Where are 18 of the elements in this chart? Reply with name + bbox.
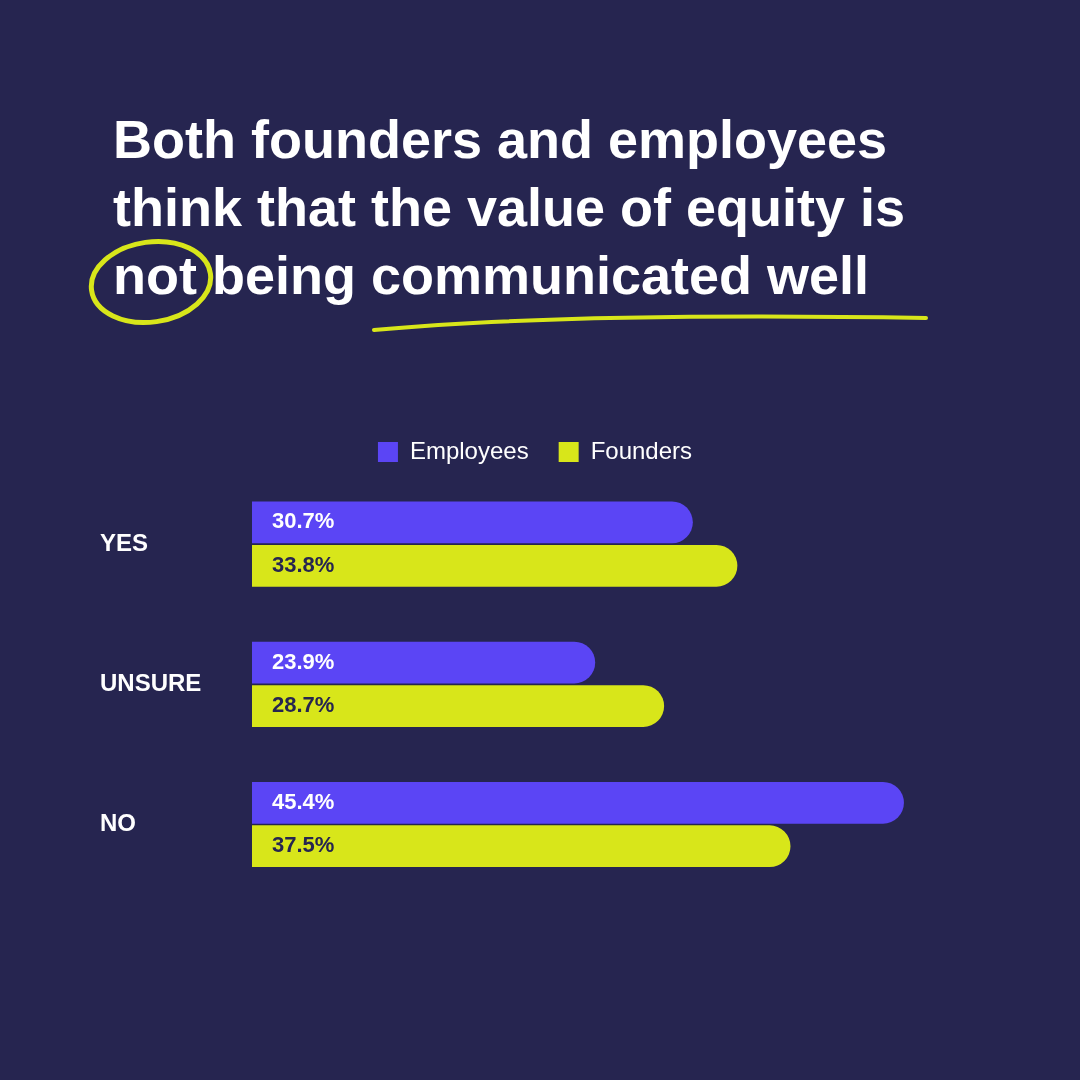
y-tick-label: UNSURE (100, 668, 202, 696)
y-tick-label: NO (100, 809, 136, 837)
bar (252, 641, 596, 684)
bar (252, 544, 738, 587)
y-tick-label: YES (100, 528, 149, 556)
data-label: 30.7% (272, 508, 335, 534)
bar (252, 825, 791, 868)
bar (252, 781, 904, 824)
data-label: 45.4% (272, 788, 335, 814)
bar (252, 501, 693, 544)
bar (252, 685, 665, 727)
data-label: 23.9% (272, 648, 335, 674)
legend-label: Founders (590, 436, 693, 464)
chart-title: Both founders and employees think that the value of equity is not being communicated well (113, 108, 907, 307)
legend-label: Employees (409, 436, 529, 464)
data-label: 37.5% (272, 832, 335, 858)
data-label: 28.7% (272, 692, 335, 718)
data-label: 33.8% (272, 551, 335, 577)
